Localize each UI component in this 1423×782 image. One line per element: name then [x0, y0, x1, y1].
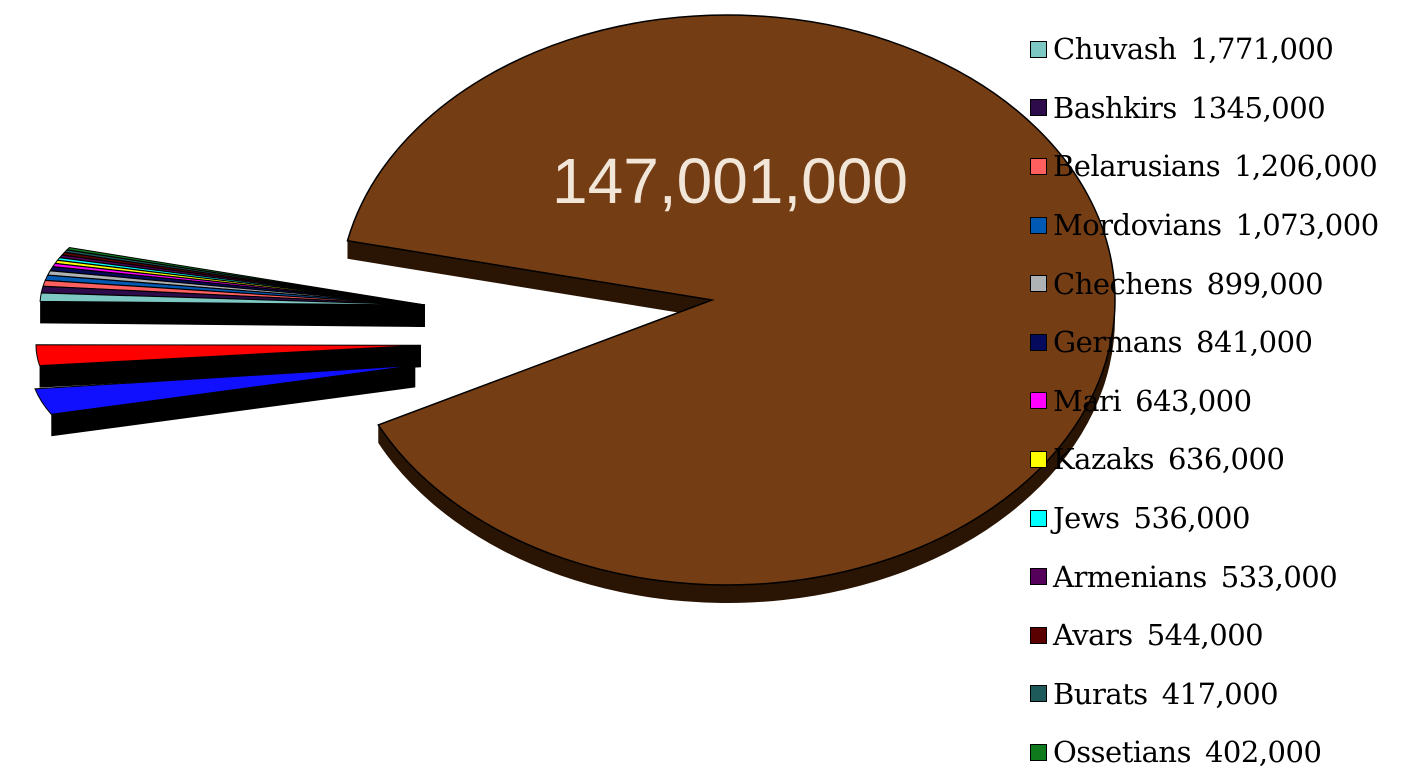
legend-value: 402,000 [1204, 735, 1322, 770]
legend-swatch [1030, 216, 1047, 234]
legend-name: Chuvash [1053, 32, 1177, 67]
legend-value: 636,000 [1167, 442, 1285, 477]
legend-label: Ossetians 402,000 [1053, 735, 1322, 770]
legend-name: Germans [1053, 325, 1183, 360]
legend-value: 899,000 [1206, 266, 1324, 301]
legend-label: Chechens 899,000 [1053, 266, 1324, 301]
legend-item-mordovians: Mordovians 1,073,000 [1030, 196, 1379, 255]
legend-value: 1345,000 [1190, 90, 1326, 125]
main-slice-group: 147,001,000 [346, 14, 1116, 603]
legend-value: 533,000 [1220, 559, 1338, 594]
legend-name: Armenians [1053, 559, 1207, 594]
pie-chart: 147,001,000 [34, 14, 1116, 603]
legend-item-avars: Avars 544,000 [1030, 606, 1379, 665]
legend-value: 417,000 [1161, 676, 1279, 711]
legend-swatch [1030, 157, 1047, 175]
legend-label: Mordovians 1,073,000 [1053, 208, 1379, 242]
legend-label: Avars 544,000 [1053, 618, 1264, 653]
legend-name: Jews [1053, 501, 1120, 536]
legend-swatch [1030, 275, 1047, 293]
legend: Chuvash 1,771,000 Bashkirs 1345,000 Belarusi… [1030, 20, 1379, 782]
legend-label: Chuvash 1,771,000 [1053, 32, 1334, 67]
legend-swatch [1030, 568, 1047, 586]
legend-item-ossetians: Ossetians 402,000 [1030, 723, 1379, 782]
legend-label: Kazaks 636,000 [1053, 442, 1285, 477]
legend-name: Mari [1053, 383, 1122, 418]
legend-item-armenians: Armenians 533,000 [1030, 547, 1379, 606]
legend-item-chuvash: Chuvash 1,771,000 [1030, 20, 1379, 79]
legend-item-mari: Mari 643,000 [1030, 372, 1379, 431]
legend-value: 1,206,000 [1234, 149, 1378, 184]
legend-swatch [1030, 509, 1047, 527]
legend-item-jews: Jews 536,000 [1030, 489, 1379, 548]
unlabeled-slice-2 [35, 344, 422, 367]
legend-value: 841,000 [1196, 325, 1313, 360]
legend-label: Jews 536,000 [1053, 501, 1250, 535]
legend-swatch [1030, 333, 1047, 351]
unlabeled-slice-1-side [51, 365, 416, 437]
legend-name: Mordovians [1053, 208, 1222, 243]
unlabeled-slice-1 [34, 364, 416, 415]
main-slice [346, 14, 1116, 586]
legend-name: Ossetians [1053, 735, 1191, 770]
legend-name: Chechens [1053, 266, 1193, 301]
legend-item-bashkirs: Bashkirs 1345,000 [1030, 79, 1379, 138]
legend-label: Mari 643,000 [1053, 384, 1252, 418]
legend-item-burats: Burats 417,000 [1030, 665, 1379, 724]
legend-value: 536,000 [1133, 501, 1251, 536]
slice-chuvash [39, 292, 426, 306]
legend-item-belarusians: Belarusians 1,206,000 [1030, 137, 1379, 196]
unlabeled-slice-2-side [39, 345, 422, 388]
legend-swatch [1030, 450, 1047, 468]
legend-label: Germans 841,000 [1053, 325, 1313, 360]
legend-swatch [1030, 40, 1047, 58]
legend-swatch [1030, 743, 1047, 761]
legend-label: Armenians 533,000 [1053, 559, 1338, 594]
slice-chuvash-side [40, 301, 425, 327]
legend-label: Bashkirs 1345,000 [1053, 90, 1326, 125]
legend-swatch [1030, 685, 1047, 703]
legend-value: 1,073,000 [1235, 208, 1380, 243]
legend-swatch [1030, 99, 1047, 117]
legend-value: 544,000 [1146, 618, 1264, 653]
legend-name: Kazaks [1053, 442, 1154, 477]
legend-value: 643,000 [1135, 383, 1252, 418]
legend-label: Belarusians 1,206,000 [1053, 149, 1378, 184]
legend-swatch [1030, 392, 1047, 410]
exploded-slices-group [34, 247, 426, 437]
legend-name: Burats [1053, 676, 1148, 711]
legend-label: Burats 417,000 [1053, 676, 1279, 711]
legend-name: Bashkirs [1053, 90, 1177, 125]
legend-value: 1,771,000 [1190, 32, 1334, 67]
main-slice-label: 147,001,000 [552, 145, 908, 217]
legend-name: Belarusians [1053, 149, 1221, 184]
legend-name: Avars [1053, 618, 1133, 653]
legend-item-chechens: Chechens 899,000 [1030, 254, 1379, 313]
legend-swatch [1030, 626, 1047, 644]
legend-item-germans: Germans 841,000 [1030, 313, 1379, 372]
legend-item-kazaks: Kazaks 636,000 [1030, 430, 1379, 489]
